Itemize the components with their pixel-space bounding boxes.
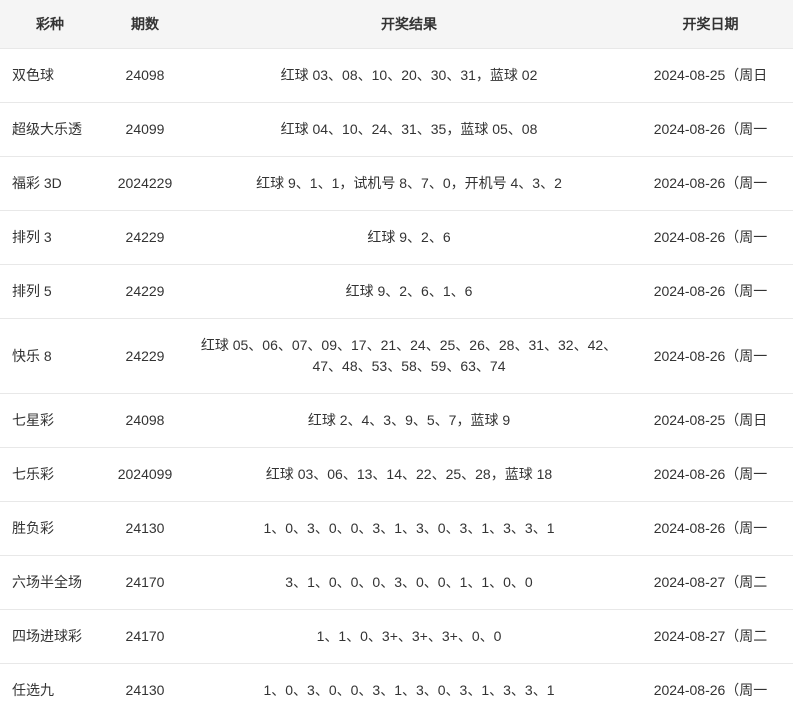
cell-date: 2024-08-25（周日	[628, 394, 793, 448]
lottery-results-table: 彩种 期数 开奖结果 开奖日期 双色球24098红球 03、08、10、20、3…	[0, 0, 793, 717]
cell-type: 六场半全场	[0, 556, 100, 610]
table-header-row: 彩种 期数 开奖结果 开奖日期	[0, 0, 793, 49]
cell-type: 超级大乐透	[0, 103, 100, 157]
header-date: 开奖日期	[628, 0, 793, 49]
cell-result: 红球 9、2、6	[190, 211, 628, 265]
cell-issue: 24229	[100, 265, 190, 319]
table-row[interactable]: 双色球24098红球 03、08、10、20、30、31，蓝球 022024-0…	[0, 49, 793, 103]
header-type: 彩种	[0, 0, 100, 49]
cell-result: 红球 2、4、3、9、5、7，蓝球 9	[190, 394, 628, 448]
table-row[interactable]: 六场半全场241703、1、0、0、0、3、0、0、1、1、0、02024-08…	[0, 556, 793, 610]
cell-date: 2024-08-26（周一	[628, 448, 793, 502]
cell-result: 3、1、0、0、0、3、0、0、1、1、0、0	[190, 556, 628, 610]
cell-result: 红球 03、08、10、20、30、31，蓝球 02	[190, 49, 628, 103]
table-row[interactable]: 胜负彩241301、0、3、0、0、3、1、3、0、3、1、3、3、12024-…	[0, 502, 793, 556]
cell-issue: 2024099	[100, 448, 190, 502]
cell-result: 红球 05、06、07、09、17、21、24、25、26、28、31、32、4…	[190, 319, 628, 394]
cell-date: 2024-08-26（周一	[628, 103, 793, 157]
table-row[interactable]: 排列 324229红球 9、2、62024-08-26（周一	[0, 211, 793, 265]
cell-date: 2024-08-26（周一	[628, 157, 793, 211]
cell-issue: 24130	[100, 502, 190, 556]
cell-type: 七乐彩	[0, 448, 100, 502]
cell-issue: 24229	[100, 211, 190, 265]
header-issue: 期数	[100, 0, 190, 49]
cell-type: 胜负彩	[0, 502, 100, 556]
cell-issue: 24170	[100, 610, 190, 664]
table-row[interactable]: 四场进球彩241701、1、0、3+、3+、3+、0、02024-08-27（周…	[0, 610, 793, 664]
cell-issue: 2024229	[100, 157, 190, 211]
cell-date: 2024-08-25（周日	[628, 49, 793, 103]
cell-issue: 24099	[100, 103, 190, 157]
table-row[interactable]: 超级大乐透24099红球 04、10、24、31、35，蓝球 05、082024…	[0, 103, 793, 157]
cell-result: 红球 9、1、1，试机号 8、7、0，开机号 4、3、2	[190, 157, 628, 211]
cell-date: 2024-08-26（周一	[628, 502, 793, 556]
cell-type: 排列 5	[0, 265, 100, 319]
cell-type: 双色球	[0, 49, 100, 103]
cell-result: 红球 9、2、6、1、6	[190, 265, 628, 319]
cell-date: 2024-08-27（周二	[628, 556, 793, 610]
cell-result: 红球 03、06、13、14、22、25、28，蓝球 18	[190, 448, 628, 502]
cell-date: 2024-08-27（周二	[628, 610, 793, 664]
table-row[interactable]: 七乐彩2024099红球 03、06、13、14、22、25、28，蓝球 182…	[0, 448, 793, 502]
cell-date: 2024-08-26（周一	[628, 265, 793, 319]
cell-date: 2024-08-26（周一	[628, 319, 793, 394]
table-row[interactable]: 七星彩24098红球 2、4、3、9、5、7，蓝球 92024-08-25（周日	[0, 394, 793, 448]
cell-result: 红球 04、10、24、31、35，蓝球 05、08	[190, 103, 628, 157]
cell-type: 排列 3	[0, 211, 100, 265]
cell-type: 快乐 8	[0, 319, 100, 394]
cell-type: 七星彩	[0, 394, 100, 448]
cell-issue: 24229	[100, 319, 190, 394]
cell-issue: 24170	[100, 556, 190, 610]
cell-issue: 24098	[100, 394, 190, 448]
cell-result: 1、0、3、0、0、3、1、3、0、3、1、3、3、1	[190, 502, 628, 556]
cell-type: 四场进球彩	[0, 610, 100, 664]
table-row[interactable]: 排列 524229红球 9、2、6、1、62024-08-26（周一	[0, 265, 793, 319]
header-result: 开奖结果	[190, 0, 628, 49]
table-row[interactable]: 快乐 824229红球 05、06、07、09、17、21、24、25、26、2…	[0, 319, 793, 394]
cell-result: 1、1、0、3+、3+、3+、0、0	[190, 610, 628, 664]
cell-type: 福彩 3D	[0, 157, 100, 211]
table-row[interactable]: 福彩 3D2024229红球 9、1、1，试机号 8、7、0，开机号 4、3、2…	[0, 157, 793, 211]
cell-issue: 24098	[100, 49, 190, 103]
cell-date: 2024-08-26（周一	[628, 211, 793, 265]
